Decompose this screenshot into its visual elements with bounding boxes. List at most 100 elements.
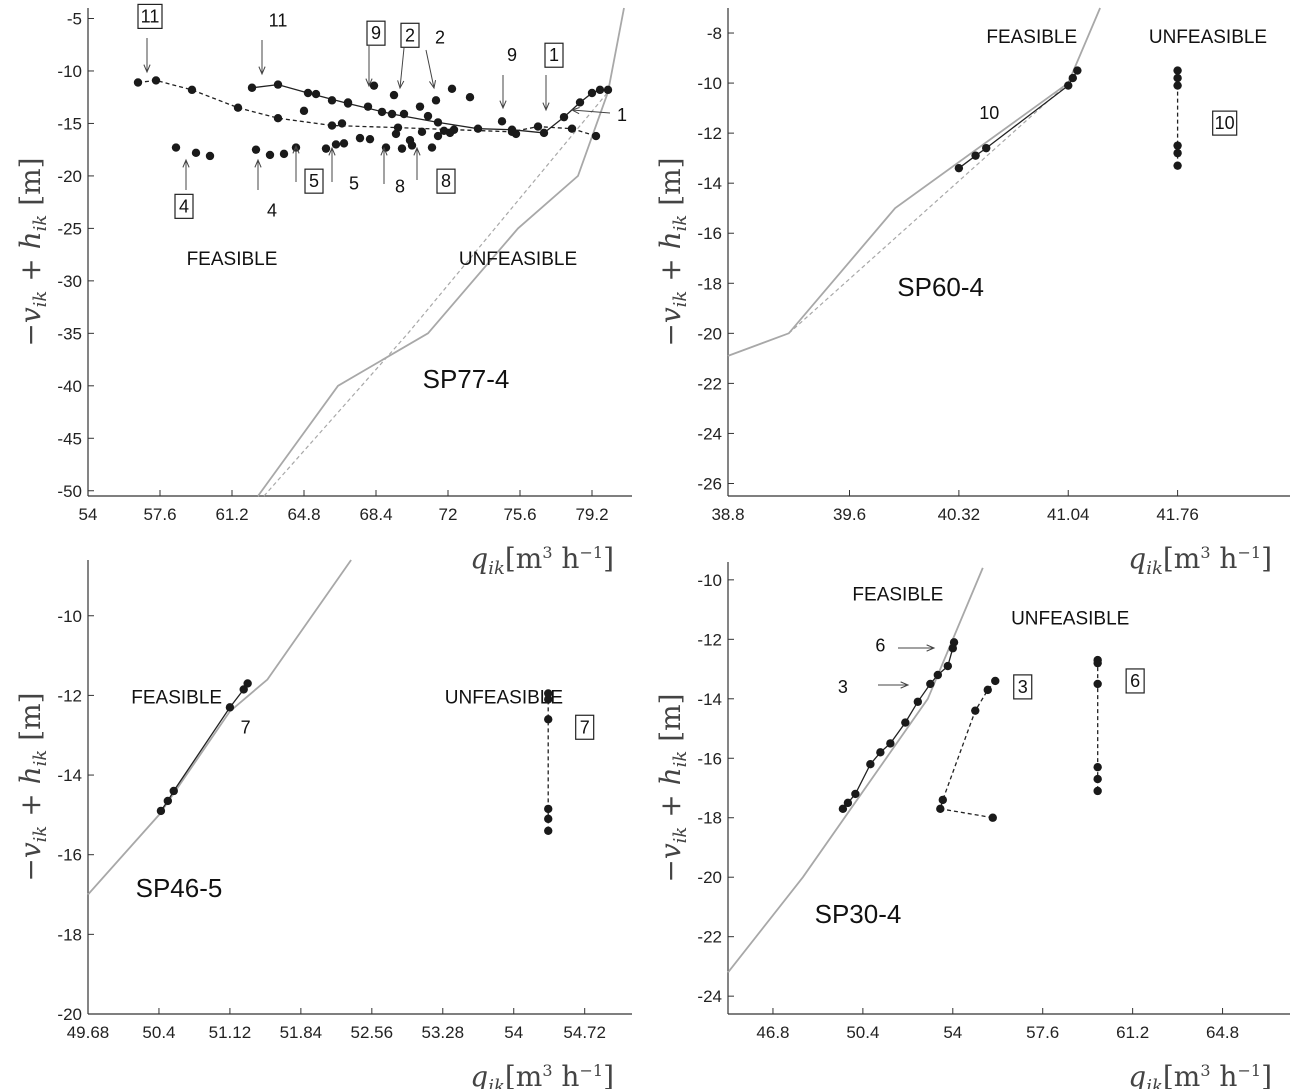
annotation-box bbox=[400, 22, 420, 48]
annotation-arrowhead bbox=[292, 144, 300, 154]
y-tick-label: -24 bbox=[697, 987, 722, 1006]
y-tick-label: -12 bbox=[57, 686, 82, 705]
data-point bbox=[933, 670, 943, 680]
annotation-arrow bbox=[571, 109, 611, 114]
y-tick-label: -16 bbox=[57, 846, 82, 865]
annotation-arrowhead bbox=[254, 158, 262, 168]
x-tick-label: 79.2 bbox=[575, 505, 608, 524]
annotation-arrowhead bbox=[182, 158, 190, 168]
annotation-label: 9 bbox=[507, 45, 517, 65]
annotation-arrowhead bbox=[328, 146, 336, 156]
y-tick-label: -30 bbox=[57, 272, 82, 291]
y-tick-label: -20 bbox=[57, 1005, 82, 1024]
data-point bbox=[1068, 73, 1077, 83]
annotation-arrowhead bbox=[900, 681, 910, 689]
x-tick-label: 57.6 bbox=[1026, 1023, 1059, 1042]
data-point bbox=[465, 93, 475, 102]
annotation-arrowhead bbox=[365, 78, 373, 88]
annotation-arrowhead bbox=[499, 100, 507, 110]
data-point bbox=[544, 689, 553, 698]
annotation-label: 5 bbox=[309, 171, 319, 191]
annotation-label: 1 bbox=[617, 105, 627, 125]
data-point bbox=[299, 106, 309, 116]
data-point bbox=[991, 676, 1000, 686]
annotation-box bbox=[174, 193, 194, 219]
panel-sp77-4: 54 57.6 61.2 64.8 68.4 72 75.6 79.2-5-10-15-20-… bbox=[14, 3, 632, 579]
y-tick-label: -20 bbox=[697, 324, 722, 343]
data-point bbox=[303, 88, 313, 98]
x-tick-label: 53.28 bbox=[422, 1023, 465, 1042]
y-tick-label: -8 bbox=[707, 24, 722, 43]
unfeasible-region-label: UNFEASIBLE bbox=[1011, 608, 1129, 629]
annotation-arrowhead bbox=[380, 146, 388, 156]
annotation-box bbox=[366, 20, 386, 46]
plot-title: SP60-4 bbox=[897, 272, 984, 302]
feasibility-boundary bbox=[727, 7, 1101, 357]
data-point bbox=[1173, 81, 1182, 90]
y-tick-label: -50 bbox=[57, 482, 82, 501]
feasibility-boundary-approx bbox=[263, 91, 609, 497]
data-point bbox=[1093, 762, 1102, 772]
y-tick-label: -12 bbox=[697, 630, 722, 649]
data-point bbox=[851, 789, 860, 799]
data-point bbox=[247, 83, 257, 92]
annotation-box bbox=[1013, 674, 1033, 700]
data-point bbox=[1093, 786, 1102, 796]
data-point bbox=[355, 133, 365, 143]
data-point bbox=[866, 760, 875, 769]
data-point bbox=[838, 804, 848, 814]
y-tick-label: -22 bbox=[697, 928, 722, 947]
annotation-label: 2 bbox=[435, 27, 445, 47]
data-point bbox=[339, 139, 349, 148]
data-point bbox=[327, 121, 337, 130]
data-point bbox=[397, 144, 407, 153]
x-tick-label: 41.76 bbox=[1156, 505, 1199, 524]
y-axis-label: −vik + hik [m] bbox=[654, 693, 691, 882]
y-tick-label: -14 bbox=[57, 766, 82, 785]
y-tick-label: -5 bbox=[67, 9, 82, 28]
data-point bbox=[544, 715, 553, 724]
series-line bbox=[939, 680, 996, 819]
annotation-label: 11 bbox=[269, 11, 288, 31]
data-point bbox=[407, 141, 417, 150]
data-point bbox=[251, 145, 261, 154]
x-axis-label: qik[m3 h−1] bbox=[470, 1060, 614, 1089]
data-point bbox=[156, 806, 166, 816]
data-point bbox=[1093, 658, 1102, 668]
annotation-arrowhead bbox=[542, 102, 550, 112]
unfeasible-region-label: UNFEASIBLE bbox=[1149, 27, 1267, 48]
x-axis-label: qik[m3 h−1] bbox=[1128, 1060, 1272, 1089]
data-point bbox=[265, 150, 275, 160]
x-tick-label: 72 bbox=[439, 505, 458, 524]
panel-sp30-4: 46.8 50.4 54 57.6 61.2 64.8 -10 -12 -14 -16 -18 -20… bbox=[654, 562, 1290, 1089]
annotation-arrowhead bbox=[397, 80, 405, 90]
x-tick-label: 39.6 bbox=[833, 505, 866, 524]
x-tick-label: 41.04 bbox=[1047, 505, 1090, 524]
x-tick-label: 50.4 bbox=[846, 1023, 879, 1042]
data-point bbox=[971, 706, 980, 715]
y-tick-label: -18 bbox=[697, 274, 722, 293]
x-tick-label: 54 bbox=[504, 1023, 523, 1042]
data-point bbox=[544, 804, 553, 814]
data-point bbox=[511, 129, 521, 139]
annotation-label: 6 bbox=[1130, 671, 1140, 691]
data-point bbox=[377, 107, 387, 117]
panel-sp60-4: 38.8 39.6 40.32 41.04 41.76 -8 -10 -12 -14 -16 -18… bbox=[654, 7, 1290, 579]
annotation-arrowhead bbox=[429, 80, 437, 90]
x-tick-label: 38.8 bbox=[711, 505, 744, 524]
series-line bbox=[842, 642, 955, 810]
data-point bbox=[954, 163, 964, 173]
x-tick-label: 64.8 bbox=[1206, 1023, 1239, 1042]
data-point bbox=[415, 102, 425, 111]
annotation-arrowhead bbox=[258, 66, 266, 76]
y-tick-label: -15 bbox=[57, 114, 82, 133]
data-point bbox=[133, 78, 143, 87]
data-point bbox=[473, 124, 483, 133]
feasible-region-label: FEASIBLE bbox=[131, 687, 222, 708]
data-point bbox=[239, 685, 248, 694]
unfeasible-region-label: UNFEASIBLE bbox=[459, 249, 577, 270]
annotation-label: 5 bbox=[349, 173, 359, 193]
x-tick-label: 51.84 bbox=[280, 1023, 323, 1042]
y-axis-label: −vik + hik [m] bbox=[14, 692, 51, 881]
data-point bbox=[559, 112, 569, 122]
